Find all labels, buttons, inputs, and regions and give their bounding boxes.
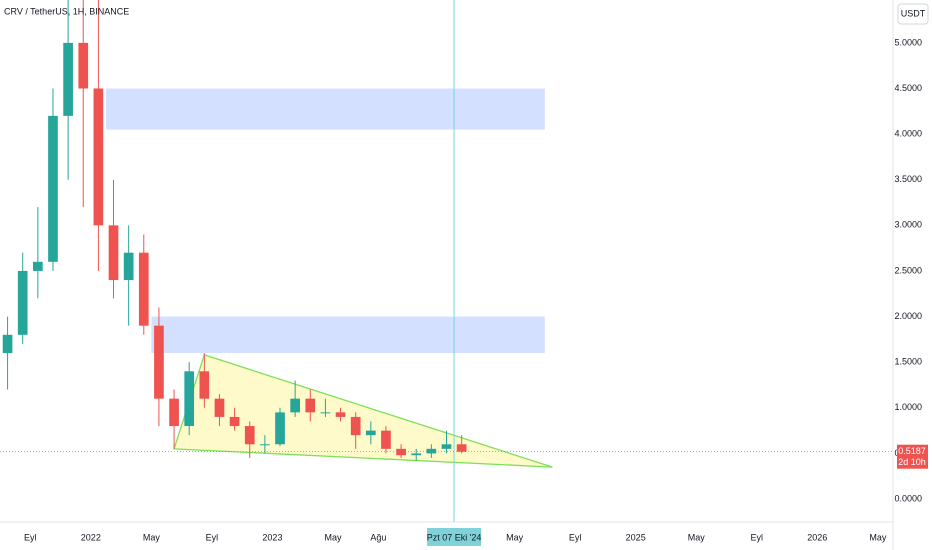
x-tick-label: May [506,532,524,542]
x-tick-label: 2022 [81,532,101,542]
x-tick-label: May [324,532,342,542]
x-tick-label: Eyl [569,532,582,542]
last-price-label: 0.5187 [898,446,926,456]
y-tick-label: 3.5000 [894,174,922,184]
last-price-box [897,444,928,469]
candle-body [350,416,361,436]
candle-body [2,334,13,354]
x-tick-label: 2025 [626,532,646,542]
y-tick-label: 0.0000 [894,493,922,503]
zone [151,316,545,354]
candle-body [411,453,422,456]
x-tick-label: May [143,532,161,542]
currency-label[interactable]: USDT [901,8,926,18]
candle-body [456,444,467,452]
candle-body [381,430,391,449]
x-tick-label: Eyl [751,532,764,542]
candle-body [260,444,270,446]
crosshair-label-box [427,528,482,546]
candle-body [335,412,346,417]
candle-body [229,416,240,427]
candle-body [426,448,437,454]
candle-body [48,115,58,262]
currency-button[interactable] [897,3,929,25]
x-tick-label: Ağu [370,532,386,542]
candle-body [184,371,195,427]
candle-body [199,371,210,399]
candle-body [244,426,255,445]
y-tick-label: 1.5000 [894,357,922,367]
candle-body [108,225,119,281]
candle-body [93,88,104,226]
candle-body [290,398,300,413]
candle-body [138,252,149,326]
x-tick-label: May [688,532,706,542]
candle-body [17,270,28,335]
y-tick-label: 4.5000 [894,83,922,93]
candle-body [275,412,285,445]
candle-body [365,430,376,436]
x-tick-label: 2023 [262,532,282,542]
candle-body [441,444,452,449]
y-tick-label: 2.5000 [894,265,922,275]
x-tick-label: Eyl [206,532,219,542]
candle-body [154,325,164,399]
chart-title: CRV / TetherUS, 1H, BINANCE [4,6,129,16]
candle-body [63,42,73,116]
zone [105,88,545,130]
candle-body [32,261,43,271]
x-tick-label: Eyl [24,532,37,542]
y-tick-label: 4.0000 [894,128,922,138]
crosshair-label: Pzt 07 Eki '24 [427,532,482,542]
candle-body [123,252,134,281]
y-tick-label: 3.0000 [894,220,922,230]
countdown-label: 2d 10h [898,457,926,467]
x-tick-label: May [869,532,887,542]
x-tick-label: 2026 [807,532,827,542]
candle-body [78,42,89,89]
candle-body [214,398,225,417]
candle-body [396,448,406,456]
candle-body [169,398,179,427]
y-tick-label: 2.0000 [894,311,922,321]
y-tick-label: 1.0000 [894,402,922,412]
candle-body [320,412,331,414]
candle-body [305,398,316,413]
y-tick-label: 5.0000 [894,37,922,47]
